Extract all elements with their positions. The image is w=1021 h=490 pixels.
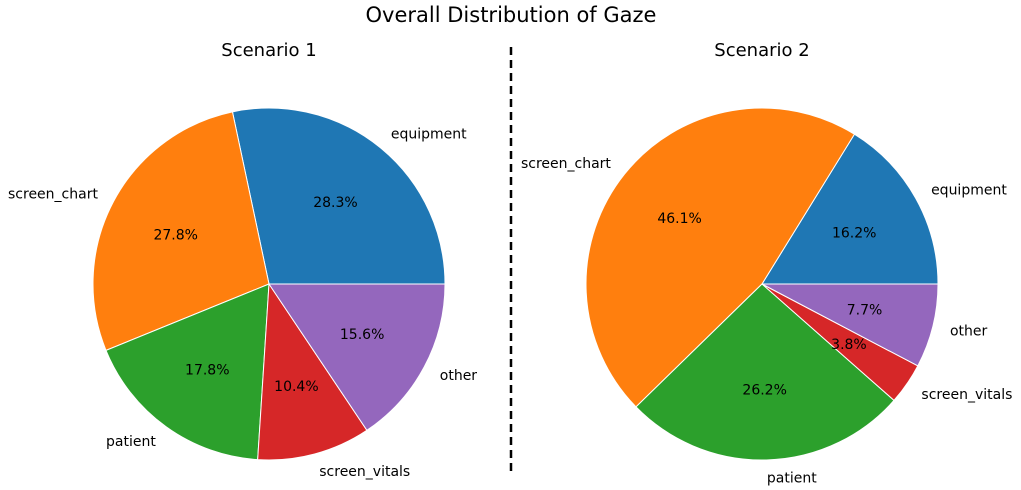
slice-other [761, 283, 939, 367]
pct-label-patient: 17.8% [185, 363, 229, 379]
figure-title: Overall Distribution of Gaze [366, 3, 657, 27]
slice-patient [105, 283, 270, 461]
pie-scenario-2: 16.2% equipment 46.1% screen_chart 26.2% pati… [521, 107, 1012, 487]
pie-scenario-1: 28.3% equipment 27.8% screen_chart 17.8% pati… [8, 107, 478, 480]
slice-label-screen-chart: screen_chart [521, 156, 611, 172]
pct-label-screen-vitals: 10.4% [274, 379, 318, 395]
slice-screen-vitals [257, 282, 368, 461]
slice-label-screen-vitals: screen_vitals [921, 387, 1012, 403]
pct-label-equipment: 28.3% [313, 195, 357, 211]
pct-label-screen-chart: 27.8% [153, 228, 197, 244]
slice-label-patient: patient [106, 434, 156, 450]
slice-label-screen-chart: screen_chart [8, 186, 98, 202]
slice-label-equipment: equipment [931, 183, 1007, 199]
pct-label-other: 7.7% [847, 302, 883, 318]
scenario-2-title: Scenario 2 [714, 40, 809, 61]
pct-label-screen-chart: 46.1% [657, 211, 701, 227]
slice-screen-chart [585, 107, 856, 408]
pct-label-patient: 26.2% [742, 383, 786, 399]
slice-label-equipment: equipment [391, 127, 467, 143]
pct-label-equipment: 16.2% [832, 226, 876, 242]
slice-equipment [761, 133, 939, 285]
slice-label-other: other [950, 323, 988, 339]
slice-label-other: other [440, 368, 478, 384]
slice-patient [635, 283, 895, 461]
slice-screen-chart [92, 111, 270, 352]
slice-other [268, 283, 446, 431]
slice-label-screen-vitals: screen_vitals [319, 464, 410, 480]
slice-label-patient: patient [767, 471, 817, 487]
scenario-1-title: Scenario 1 [221, 40, 316, 61]
pct-label-screen-vitals: 3.8% [831, 337, 867, 353]
pct-label-other: 15.6% [340, 327, 384, 343]
slice-equipment [231, 107, 446, 285]
